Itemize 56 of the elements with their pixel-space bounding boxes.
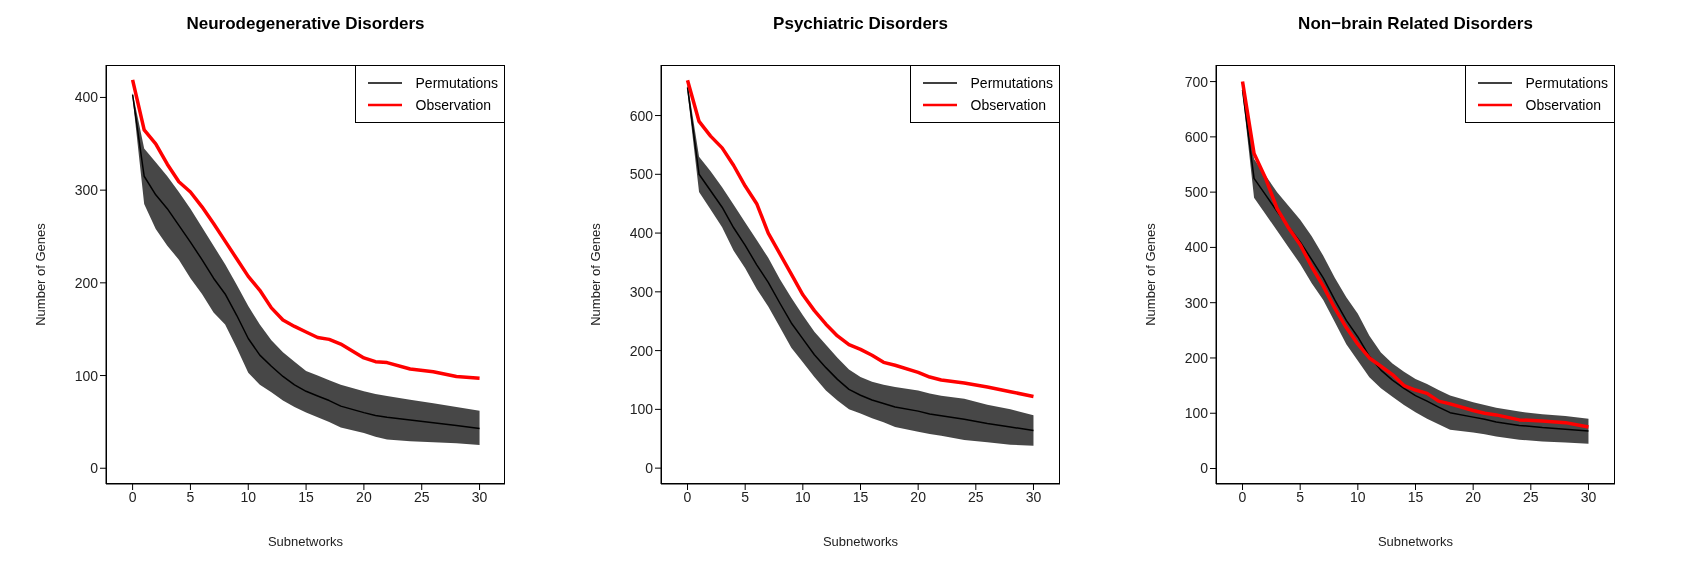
x-axis-title: Subnetworks (267, 534, 344, 549)
y-tick-label: 700 (1184, 73, 1209, 90)
x-tick-label: 10 (795, 488, 811, 505)
x-tick-label: 25 (1523, 488, 1539, 505)
y-tick-label: 100 (629, 401, 654, 418)
y-tick-label: 400 (1184, 239, 1209, 256)
y-tick-label: 300 (1184, 294, 1209, 311)
y-tick-label: 600 (629, 107, 654, 124)
x-tick-label: 30 (471, 488, 488, 505)
x-tick-label: 15 (298, 488, 315, 505)
y-tick-label: 0 (90, 460, 99, 477)
y-tick-label: 400 (74, 89, 99, 106)
chart-title: Non−brain Related Disorders (1297, 14, 1534, 34)
y-tick-label: 200 (74, 274, 99, 291)
y-tick-label: 500 (629, 166, 654, 183)
y-tick-label: 100 (74, 367, 99, 384)
legend-label: Observation (415, 96, 491, 115)
x-axis-title: Subnetworks (1377, 534, 1454, 549)
x-tick-label: 25 (968, 488, 984, 505)
x-tick-label: 5 (1296, 488, 1305, 505)
x-tick-label: 20 (910, 488, 927, 505)
chart-title: Neurodegenerative Disorders (185, 14, 426, 34)
y-tick-label: 200 (1184, 349, 1209, 366)
x-tick-label: 0 (683, 488, 692, 505)
legend-label: Observation (970, 96, 1046, 115)
legend-label: Permutations (415, 74, 498, 93)
x-tick-label: 15 (1407, 488, 1424, 505)
y-tick-label: 100 (1184, 405, 1209, 422)
y-axis-title: Number of Genes (32, 222, 48, 326)
legend-label: Observation (1525, 96, 1601, 115)
x-tick-label: 15 (852, 488, 869, 505)
x-tick-label: 20 (356, 488, 372, 505)
x-tick-label: 30 (1025, 488, 1042, 505)
x-tick-label: 5 (741, 488, 750, 505)
x-tick-label: 0 (128, 488, 137, 505)
x-tick-label: 10 (240, 488, 257, 505)
legend-label: Permutations (1525, 74, 1608, 93)
y-tick-label: 300 (629, 283, 654, 300)
y-tick-label: 400 (629, 225, 654, 242)
x-tick-label: 0 (1238, 488, 1247, 505)
y-tick-label: 300 (74, 182, 99, 199)
y-tick-label: 0 (1200, 460, 1209, 477)
y-tick-label: 600 (1184, 128, 1209, 145)
legend-label: Permutations (970, 74, 1053, 93)
x-tick-label: 5 (186, 488, 195, 505)
y-axis-title: Number of Genes (587, 222, 603, 326)
y-tick-label: 200 (629, 342, 654, 359)
x-tick-label: 30 (1580, 488, 1597, 505)
x-tick-label: 20 (1465, 488, 1482, 505)
y-tick-label: 500 (1184, 184, 1209, 201)
chart-title: Psychiatric Disorders (772, 14, 949, 34)
y-tick-label: 0 (645, 460, 654, 477)
x-tick-label: 10 (1350, 488, 1366, 505)
y-axis-title: Number of Genes (1142, 222, 1158, 326)
x-tick-label: 25 (413, 488, 430, 505)
x-axis-title: Subnetworks (822, 534, 899, 549)
